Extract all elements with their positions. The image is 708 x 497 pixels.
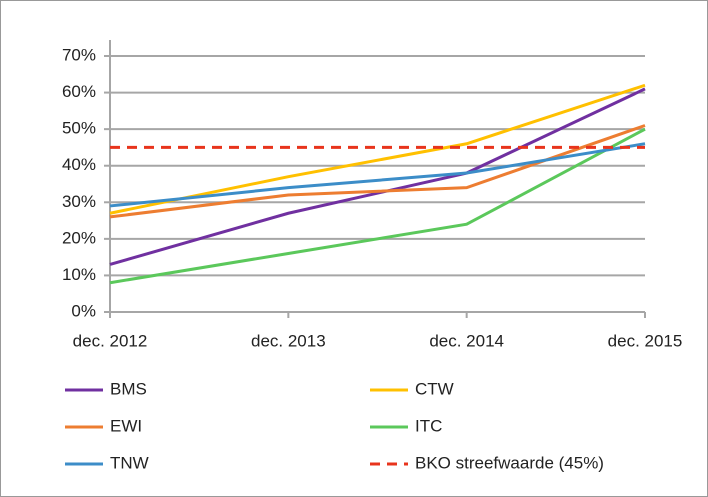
series-line (109, 87, 646, 266)
x-tick-label: dec. 2012 (73, 331, 148, 350)
y-tick-label: 60% (62, 82, 96, 101)
y-tick-label: 50% (62, 119, 96, 138)
legend-label: ITC (415, 416, 442, 435)
series-line (109, 142, 646, 208)
y-tick-label: 20% (62, 228, 96, 247)
y-tick-label: 0% (71, 301, 96, 320)
y-tick-label: 30% (62, 192, 96, 211)
series-line (109, 127, 646, 285)
x-tick-label: dec. 2015 (608, 331, 683, 350)
legend-label: EWI (110, 416, 142, 435)
series-line (109, 124, 646, 219)
y-tick-label: 40% (62, 155, 96, 174)
x-tick-label: dec. 2014 (429, 331, 504, 350)
legend-label: BKO streefwaarde (45%) (415, 453, 604, 472)
series-line (109, 83, 646, 215)
legend-label: CTW (415, 379, 454, 398)
y-tick-label: 70% (62, 45, 96, 64)
legend-label: TNW (110, 453, 149, 472)
y-tick-label: 10% (62, 265, 96, 284)
x-tick-label: dec. 2013 (251, 331, 326, 350)
legend-label: BMS (110, 379, 147, 398)
